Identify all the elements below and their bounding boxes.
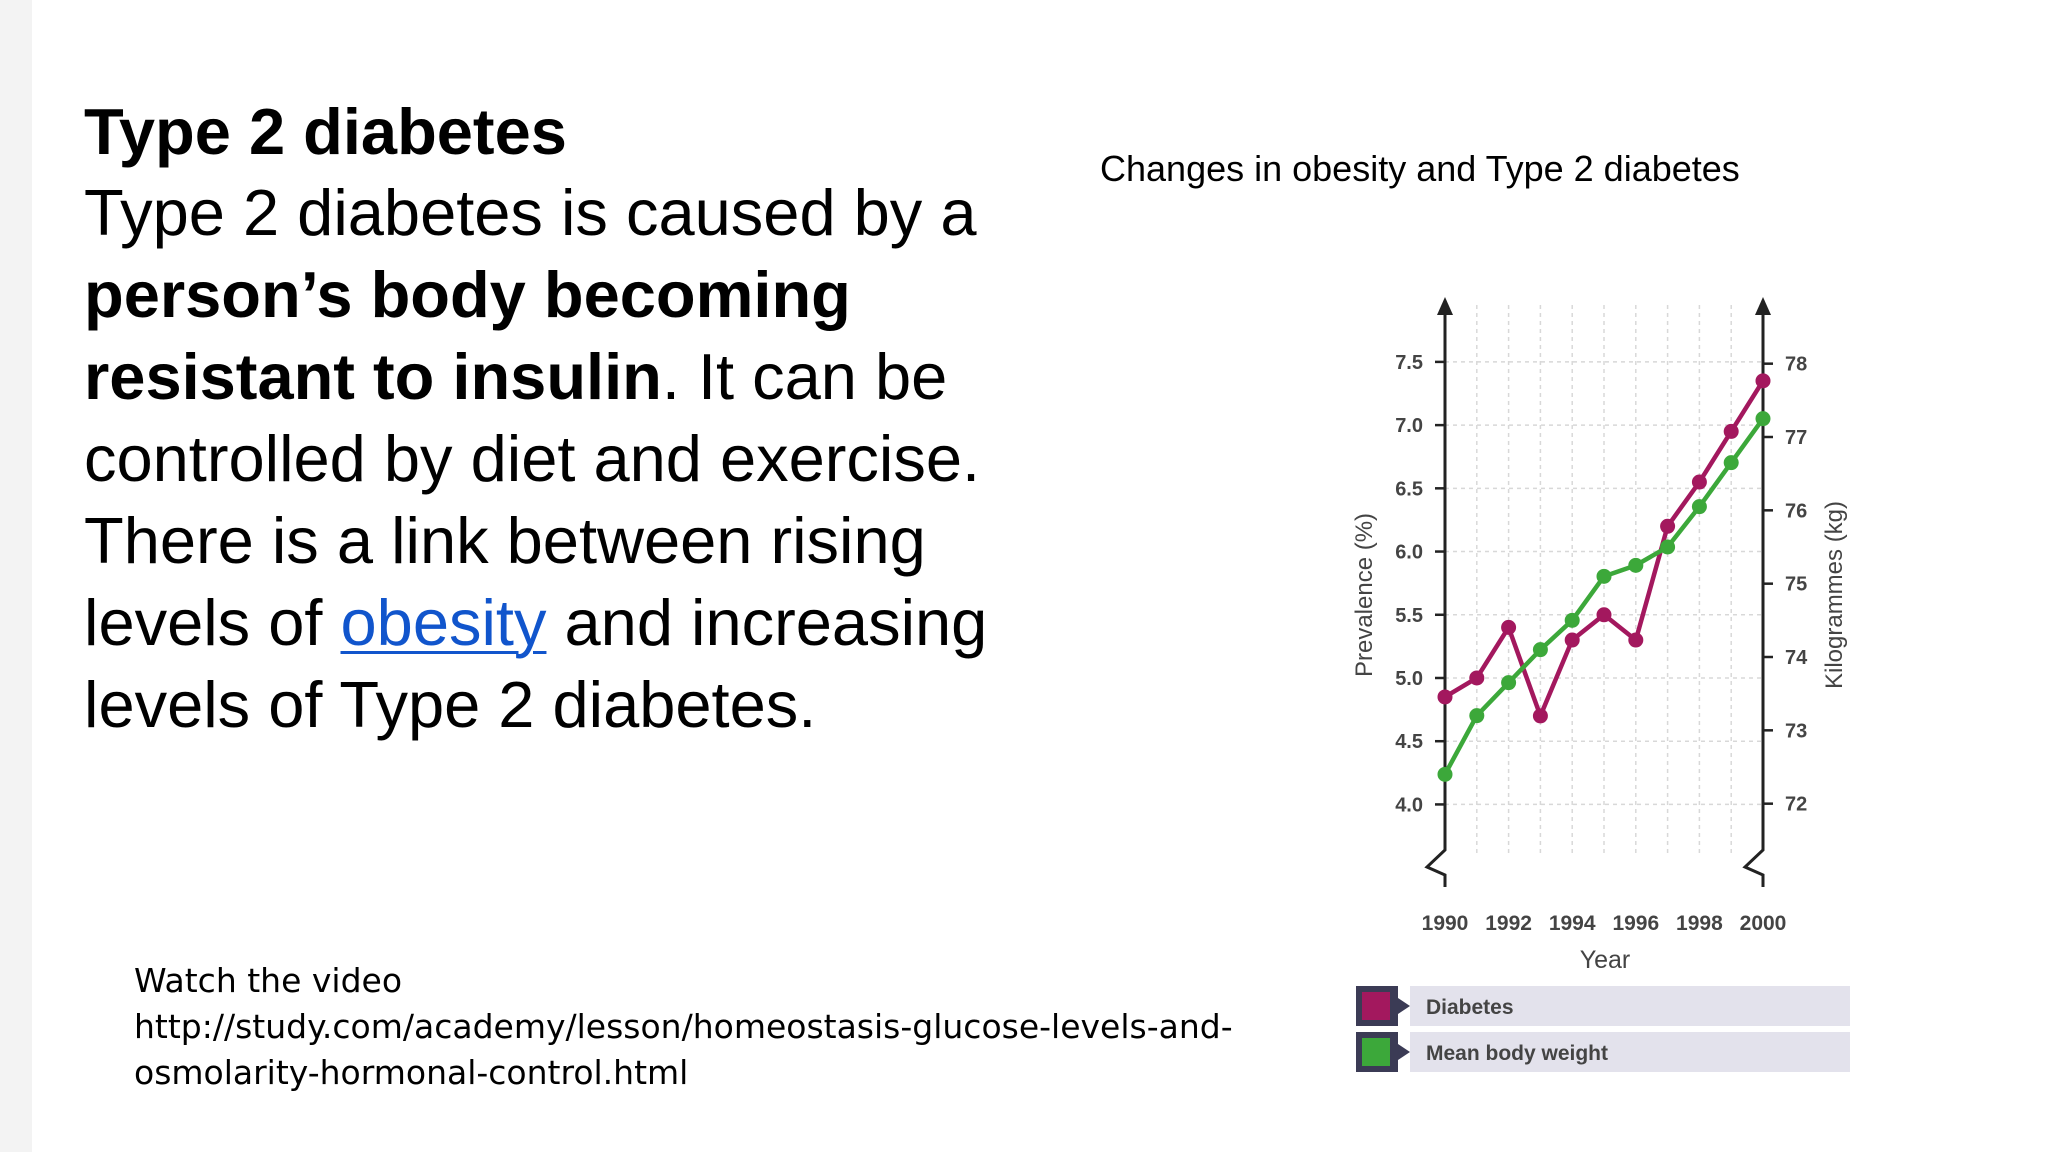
data-point [1723,455,1739,471]
chart-title: Changes in obesity and Type 2 diabetes [1100,148,1740,189]
data-point [1469,670,1485,686]
data-point [1628,557,1644,573]
data-point [1691,499,1707,515]
data-point [1660,539,1676,555]
y2-tick-label: 72 [1785,794,1807,816]
legend-bar [1410,1032,1850,1072]
x-tick-label: 1996 [1612,912,1659,935]
data-point [1437,689,1453,705]
y2-tick-label: 75 [1785,574,1807,596]
data-point [1691,474,1707,490]
y-axis-title: Prevalence (%) [1351,513,1378,677]
x-axis-title: Year [1580,946,1631,974]
data-point [1755,411,1771,427]
data-point [1532,708,1548,724]
data-point [1660,518,1676,534]
x-tick-label: 1998 [1676,912,1723,935]
data-point [1437,766,1453,782]
x-tick-label: 2000 [1740,912,1787,935]
y-tick-label: 6.0 [1395,542,1423,564]
legend-label: Mean body weight [1426,1042,1608,1065]
y2-axis-title: Kilogrammes (kg) [1821,501,1848,689]
y2-tick-label: 78 [1785,354,1807,376]
left-axis-arrow [1437,297,1453,315]
data-point [1628,632,1644,648]
y-tick-label: 6.5 [1395,478,1423,500]
data-point [1596,568,1612,584]
obesity-link[interactable]: obesity [340,586,547,659]
data-point [1501,619,1517,635]
data-point [1532,642,1548,658]
legend-pointer [1398,998,1410,1014]
y2-tick-label: 76 [1785,500,1807,522]
data-point [1723,423,1739,439]
y2-tick-label: 74 [1785,647,1808,669]
data-point [1469,708,1485,724]
data-point [1755,373,1771,389]
slide-body: Type 2 diabetes is caused by a person’s … [84,172,1094,746]
y-tick-label: 5.0 [1395,668,1423,690]
y2-tick-label: 73 [1785,720,1807,742]
body-text-part: . It can be controlled by diet and exerc… [84,340,981,659]
y-tick-label: 5.5 [1395,605,1423,627]
data-point [1501,675,1517,691]
y-tick-label: 4.5 [1395,731,1423,753]
right-axis [1742,305,1765,887]
y-tick-label: 4.0 [1395,794,1423,816]
legend-swatch [1362,992,1390,1020]
data-point [1596,607,1612,623]
y-tick-label: 7.5 [1395,352,1423,374]
body-text-part: Type 2 diabetes is caused by a [84,176,977,249]
y-tick-label: 7.0 [1395,415,1423,437]
y2-tick-label: 77 [1785,427,1807,449]
body-bold-text: person’s body becoming resistant to insu… [84,258,851,413]
data-point [1564,632,1580,648]
legend-pointer [1398,1044,1410,1060]
video-label: Watch the video [134,961,403,1000]
x-tick-label: 1994 [1549,912,1596,935]
video-url[interactable]: http://study.com/academy/lesson/homeosta… [134,1007,1233,1092]
x-tick-label: 1990 [1422,912,1469,935]
slide-heading: Type 2 diabetes [84,95,567,168]
data-point [1564,612,1580,628]
legend-label: Diabetes [1426,996,1514,1019]
legend-swatch [1362,1038,1390,1066]
legend-bar [1410,986,1850,1026]
slide: Type 2 diabetes Type 2 diabetes is cause… [32,0,2048,1152]
body-text-part: and increasing levels of Type 2 diabetes… [84,586,988,741]
right-axis-arrow [1755,297,1771,315]
video-note: Watch the video http://study.com/academy… [134,958,1234,1096]
left-axis [1424,305,1447,887]
x-tick-label: 1992 [1485,912,1532,935]
